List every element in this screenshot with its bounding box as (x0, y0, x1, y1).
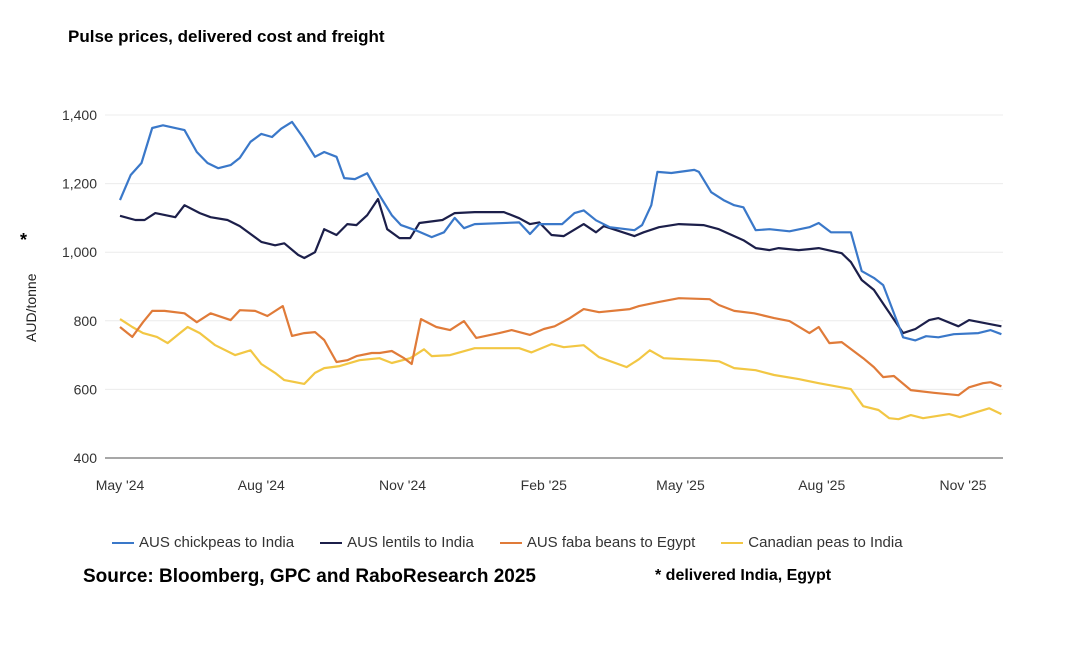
x-tick-label: Nov '25 (939, 477, 986, 493)
x-tick-labels: May '24 Aug '24 Nov '24 Feb '25 May '25 Aug '… (96, 477, 987, 493)
legend-item: AUS lentils to India (320, 534, 474, 551)
x-tick-label: Aug '25 (798, 477, 845, 493)
legend-swatch (320, 541, 343, 544)
x-tick-label: Aug '24 (238, 477, 285, 493)
y-tick-label: 1,400 (62, 107, 97, 123)
y-tick-labels: 400 600 800 1,000 1,200 1,400 (62, 107, 97, 466)
legend-label: Canadian peas to India (748, 534, 903, 551)
x-tick-label: Feb '25 (521, 477, 567, 493)
legend-item: Canadian peas to India (721, 534, 903, 551)
y-axis-label-marker: * (20, 230, 27, 250)
y-tick-label: 1,000 (62, 244, 97, 260)
legend-item: AUS faba beans to Egypt (499, 534, 696, 551)
x-tick-label: May '24 (96, 477, 145, 493)
legend-label: AUS chickpeas to India (139, 534, 295, 551)
y-tick-label: 600 (74, 381, 98, 397)
series-line-aus-lentils-to-india (119, 197, 1002, 335)
footnote: * delivered India, Egypt (655, 567, 832, 584)
y-axis-label: AUD/tonne (23, 273, 39, 342)
legend-label: AUS faba beans to Egypt (526, 534, 696, 551)
y-tick-label: 400 (74, 450, 98, 466)
x-tick-label: Nov '24 (379, 477, 426, 493)
legend-swatch (112, 541, 134, 544)
legend-swatch (721, 541, 744, 544)
legend-swatch (499, 541, 522, 544)
series-line-aus-faba-beans-to-egypt (119, 297, 1002, 397)
source-note: Source: Bloomberg, GPC and RaboResearch … (83, 566, 536, 587)
series-line-canadian-peas-to-india (119, 318, 1002, 421)
legend-item: AUS chickpeas to India (112, 534, 294, 551)
y-tick-label: 800 (74, 313, 98, 329)
y-tick-label: 1,200 (62, 176, 97, 192)
series-lines (118, 120, 1002, 421)
series-line-aus-chickpeas-to-india (118, 120, 1002, 342)
chart-title: Pulse prices, delivered cost and freight (68, 27, 385, 46)
gridlines (105, 114, 1003, 459)
legend-label: AUS lentils to India (347, 534, 474, 551)
legend: AUS chickpeas to India AUS lentils to Ind… (112, 534, 903, 551)
x-tick-label: May '25 (656, 477, 705, 493)
